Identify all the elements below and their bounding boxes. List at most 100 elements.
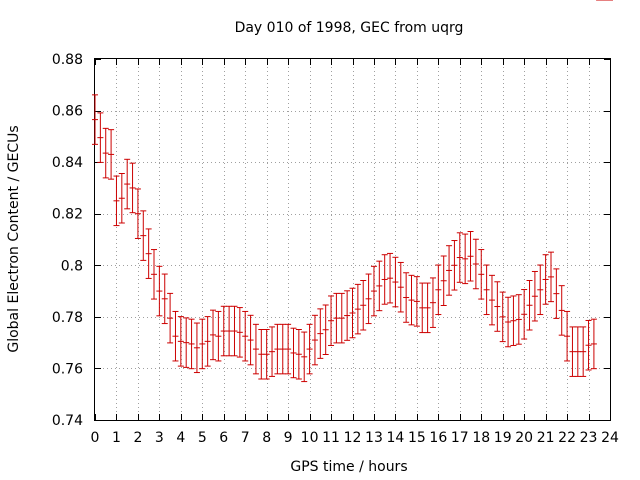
data-point bbox=[531, 270, 538, 322]
chart-title: Day 010 of 1998, GEC from uqrg bbox=[235, 20, 464, 36]
x-tick-label: 7 bbox=[241, 430, 250, 446]
data-point bbox=[510, 295, 517, 346]
data-point bbox=[494, 281, 501, 332]
data-point bbox=[574, 326, 581, 377]
data-point bbox=[397, 261, 404, 313]
data-point bbox=[258, 328, 265, 380]
data-point bbox=[199, 318, 206, 370]
data-point bbox=[467, 231, 474, 282]
x-tick-label: 17 bbox=[451, 430, 469, 446]
ticks: 0 1 2 3 4 5 6 7 8 9 10 11 12 13 14 15 16 17 18 19 20 21 22 23 24… bbox=[52, 52, 619, 446]
data-point bbox=[226, 305, 233, 357]
data-point bbox=[156, 265, 163, 317]
data-point bbox=[210, 309, 217, 361]
data-point bbox=[328, 295, 335, 346]
data-point bbox=[295, 328, 302, 380]
data-point bbox=[451, 240, 458, 291]
data-point bbox=[429, 277, 436, 328]
data-point bbox=[333, 292, 340, 344]
data-point bbox=[311, 314, 318, 366]
data-point bbox=[167, 292, 174, 344]
data-point bbox=[590, 318, 597, 370]
data-point bbox=[344, 290, 351, 341]
y-axis-label: Global Electron Content / GECUs bbox=[6, 125, 22, 352]
x-tick-label: 22 bbox=[558, 430, 576, 446]
data-point bbox=[488, 274, 495, 326]
x-tick-label: 4 bbox=[176, 430, 185, 446]
x-tick-label: 20 bbox=[515, 430, 533, 446]
data-point bbox=[279, 323, 286, 375]
data-point bbox=[547, 251, 554, 303]
data-point bbox=[124, 158, 131, 210]
data-point bbox=[161, 273, 168, 325]
data-point bbox=[387, 252, 394, 304]
data-point bbox=[113, 175, 120, 227]
data-point bbox=[145, 228, 152, 279]
data-point bbox=[140, 210, 147, 261]
data-point bbox=[456, 232, 463, 283]
data-point bbox=[231, 305, 238, 357]
data-point bbox=[274, 323, 281, 375]
data-point bbox=[499, 291, 506, 343]
data-point bbox=[553, 268, 560, 319]
x-tick-label: 6 bbox=[219, 430, 228, 446]
data-point bbox=[483, 264, 490, 316]
data-point bbox=[247, 314, 254, 366]
x-tick-label: 2 bbox=[133, 430, 142, 446]
x-tick-label: 10 bbox=[301, 430, 319, 446]
data-point bbox=[183, 317, 190, 368]
data-point bbox=[118, 172, 125, 224]
data-point bbox=[413, 276, 420, 327]
data-point bbox=[92, 94, 98, 145]
data-point bbox=[564, 310, 571, 362]
x-tick-label: 16 bbox=[429, 430, 447, 446]
data-point bbox=[204, 316, 211, 367]
data-point bbox=[236, 307, 243, 358]
data-point bbox=[360, 279, 367, 331]
x-tick-label: 5 bbox=[198, 430, 207, 446]
data-point bbox=[515, 294, 522, 345]
data-point bbox=[354, 283, 361, 335]
x-tick-label: 19 bbox=[494, 430, 512, 446]
data-point bbox=[462, 233, 469, 285]
data-point bbox=[97, 112, 104, 163]
y-tick-label: 0.74 bbox=[52, 413, 83, 429]
x-tick-label: 0 bbox=[91, 430, 100, 446]
data-point bbox=[424, 282, 431, 334]
data-point bbox=[220, 305, 227, 357]
data-point bbox=[526, 279, 533, 331]
data-point bbox=[435, 264, 442, 316]
data-point bbox=[521, 289, 528, 340]
series-gec bbox=[92, 0, 613, 383]
data-point bbox=[338, 292, 345, 344]
x-tick-label: 15 bbox=[408, 430, 426, 446]
data-point bbox=[306, 323, 313, 375]
x-tick-label: 9 bbox=[284, 430, 293, 446]
x-axis-label: GPS time / hours bbox=[290, 459, 407, 475]
data-point bbox=[446, 245, 453, 296]
x-tick-label: 11 bbox=[322, 430, 340, 446]
data-point bbox=[263, 328, 270, 380]
data-point bbox=[301, 331, 308, 383]
data-point bbox=[569, 326, 576, 377]
data-point bbox=[317, 308, 324, 359]
data-point bbox=[408, 274, 415, 326]
data-point bbox=[290, 327, 297, 379]
data-point bbox=[188, 318, 195, 370]
x-tick-label: 8 bbox=[262, 430, 271, 446]
data-point bbox=[392, 256, 399, 308]
data-point bbox=[349, 287, 356, 339]
x-tick-label: 18 bbox=[472, 430, 490, 446]
data-point bbox=[269, 326, 276, 377]
y-tick-label: 0.88 bbox=[52, 52, 83, 68]
data-point bbox=[542, 254, 549, 305]
data-point bbox=[376, 260, 383, 312]
plot-frame bbox=[94, 58, 611, 421]
x-tick-label: 1 bbox=[112, 430, 121, 446]
data-point bbox=[472, 238, 479, 290]
data-point bbox=[370, 265, 377, 317]
data-point bbox=[381, 254, 388, 305]
y-tick-label: 0.76 bbox=[52, 361, 83, 377]
